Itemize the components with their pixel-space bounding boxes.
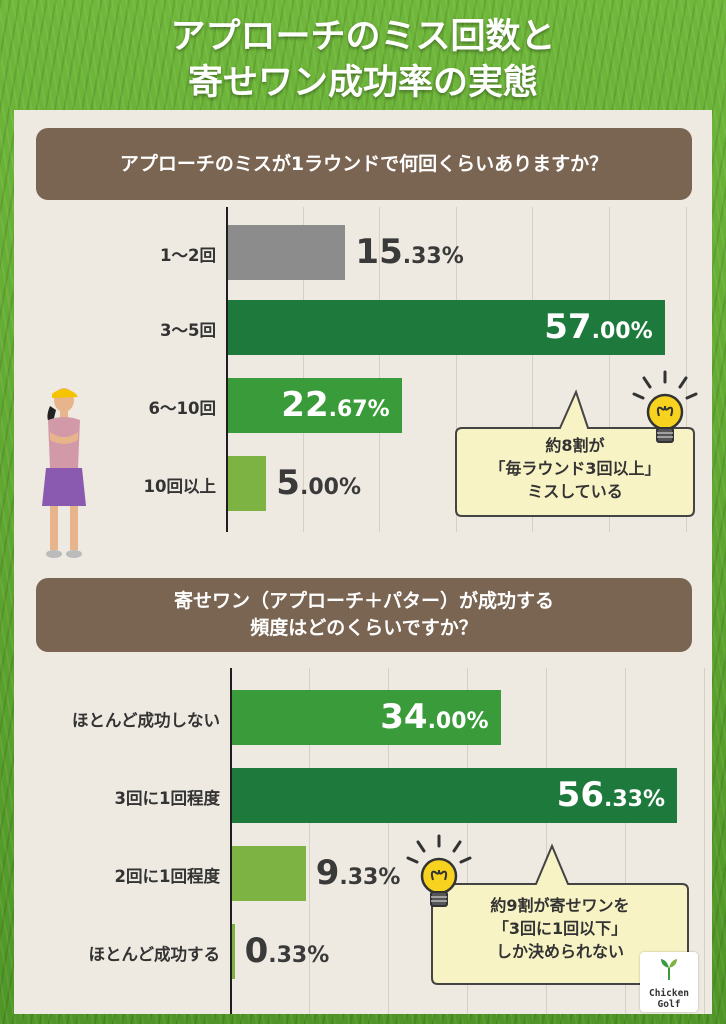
logo-text-1: Chicken	[648, 988, 690, 999]
title-line-1: アプローチのミス回数と	[170, 17, 556, 57]
question-1-header: アプローチのミスが1ラウンドで何回くらいありますか？	[36, 128, 692, 200]
data-label: 34.00%	[232, 690, 489, 750]
y-axis-line	[226, 207, 228, 532]
callout-1-text: 約8割が 「毎ラウンド3回以上」 ミスしている	[452, 434, 698, 503]
golfer-illustration	[42, 388, 86, 558]
logo-text-2: Golf	[657, 999, 681, 1010]
lightbulb-icon	[406, 834, 472, 907]
data-label-int: 0	[244, 931, 269, 971]
callout-2: 約9割が寄せワンを 「3回に1回以下」 しか決められない	[428, 832, 692, 988]
grid-line	[532, 207, 534, 532]
grid-line	[609, 207, 610, 532]
data-label-dec: .33%	[339, 865, 401, 890]
data-label-dec: .33%	[402, 244, 464, 269]
callout-2-line-3: しか決められない	[495, 942, 624, 961]
question-2-line-2: 頻度はどのくらいですか？	[250, 617, 478, 639]
data-label: 9.33%	[316, 846, 401, 906]
callout-2-line-1: 約9割が寄せワンを	[490, 896, 630, 915]
callout-1-line-2: 「毎ラウンド3回以上」	[489, 459, 661, 478]
page-title: アプローチのミス回数と 寄せワン成功率の実態	[0, 14, 726, 106]
data-label-int: 57	[544, 307, 592, 347]
chicken-golf-logo: Chicken Golf	[640, 952, 698, 1012]
bar	[228, 378, 402, 433]
question-2-line-1: 寄せワン（アプローチ＋パター）が成功する	[173, 590, 554, 612]
callout-2-text: 約9割が寄せワンを 「3回に1回以下」 しか決められない	[428, 894, 692, 963]
content-panel: アプローチのミスが1ラウンドで何回くらいありますか？ 1〜2回 15.33% 3〜5…	[14, 110, 712, 1014]
question-1-text: アプローチのミスが1ラウンドで何回くらいありますか？	[119, 152, 609, 175]
speech-bubble-1	[455, 389, 695, 517]
question-2-header: 寄せワン（アプローチ＋パター）が成功する 頻度はどのくらいですか？	[36, 578, 692, 652]
grid-line	[309, 668, 310, 1014]
category-label: 10回以上	[143, 477, 216, 496]
data-label-int: 5	[276, 463, 300, 503]
category-label: 3回に1回程度	[114, 789, 220, 808]
data-label-dec: .00%	[299, 475, 361, 500]
bar	[228, 456, 267, 511]
data-label-dec: .33%	[268, 943, 330, 968]
bar	[232, 924, 235, 979]
data-label-dec: .00%	[591, 319, 653, 344]
title-line-2: 寄せワン成功率の実態	[187, 63, 538, 103]
grid-line	[704, 668, 705, 1014]
callout-1: 約8割が 「毎ラウンド3回以上」 ミスしている	[452, 372, 698, 522]
callout-1-line-3: ミスしている	[527, 482, 623, 501]
data-label: 0.33%	[245, 924, 330, 984]
lightbulb-icon	[632, 370, 698, 443]
miss-count-chart: 1〜2回 15.33% 3〜5回 57.00% 6〜10回 22.67% 10回以上 5.00…	[14, 207, 712, 532]
category-label: ほとんど成功しない	[71, 711, 220, 730]
yosewan-chart: ほとんど成功しない 34.00% 3回に1回程度 56.33% 2回に1回程度 9.33%…	[14, 668, 712, 1014]
grid-line	[455, 207, 457, 532]
data-label-int: 15	[355, 232, 403, 272]
category-label: 1〜2回	[160, 246, 216, 265]
callout-2-line-2: 「3回に1回以下」	[492, 919, 628, 938]
data-label-dec: .33%	[603, 787, 665, 812]
category-label: 2回に1回程度	[114, 867, 220, 886]
grid-line	[302, 207, 304, 532]
grid-line	[685, 207, 687, 532]
data-label-int: 56	[556, 775, 604, 815]
callout-1-line-1: 約8割が	[545, 436, 605, 455]
data-label: 5.00%	[276, 456, 361, 516]
category-label: 6〜10回	[148, 399, 216, 418]
data-label: 15.33%	[355, 225, 463, 285]
data-label-int: 9	[315, 853, 340, 893]
data-label-int: 22	[281, 385, 329, 425]
y-axis-line	[230, 668, 232, 1014]
bar	[232, 846, 306, 901]
category-label: 3〜5回	[160, 321, 216, 340]
category-label: ほとんど成功する	[88, 945, 220, 964]
grid-line	[379, 207, 381, 532]
bar	[232, 690, 501, 745]
logo-chick-icon	[661, 959, 677, 980]
grid-line	[467, 668, 468, 1014]
data-label: 57.00%	[228, 300, 653, 360]
bar	[228, 225, 346, 280]
grid-line	[625, 668, 626, 1014]
bar	[228, 300, 665, 355]
data-label-int: 34	[380, 697, 428, 737]
bar	[232, 768, 677, 823]
data-label-dec: .00%	[427, 709, 489, 734]
data-label: 56.33%	[232, 768, 665, 828]
data-label-dec: .67%	[328, 397, 390, 422]
grid-line	[388, 668, 389, 1014]
data-label: 22.67%	[228, 378, 390, 438]
grid-line	[546, 668, 547, 1014]
